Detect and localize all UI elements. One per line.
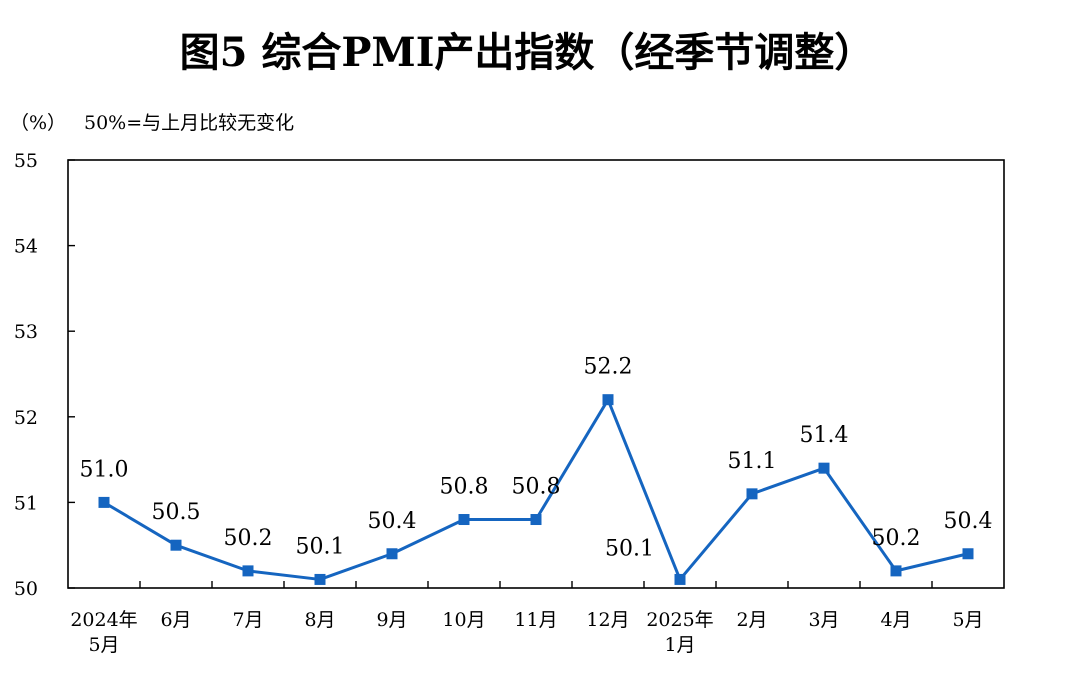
data-label: 50.4 xyxy=(944,509,993,534)
data-point xyxy=(890,565,902,577)
data-point xyxy=(530,514,542,526)
data-label: 51.0 xyxy=(80,457,129,482)
x-tick-label: 7月 xyxy=(232,609,263,631)
x-tick-label: 2月 xyxy=(736,609,767,631)
data-label: 50.8 xyxy=(440,475,489,500)
series-layer xyxy=(98,394,974,585)
x-axis: 2024年 5月 6月 7月 8月 9月 10月 11月 12月 2025年 1月 2月 3月 4月 5月 xyxy=(70,581,984,656)
y-axis-unit: （%） xyxy=(10,112,66,134)
data-point xyxy=(98,496,110,508)
data-point xyxy=(962,548,974,560)
data-point xyxy=(170,539,182,551)
data-point xyxy=(242,565,254,577)
data-point xyxy=(386,548,398,560)
data-point xyxy=(746,488,758,500)
data-label: 50.8 xyxy=(512,475,561,500)
data-label: 51.4 xyxy=(800,423,849,448)
data-labels: 51.0 50.5 50.2 50.1 50.4 50.8 50.8 52.2 50.1 51.1… xyxy=(80,355,993,562)
chart-title: 图5 综合PMI产出指数（经季节调整） xyxy=(180,29,875,76)
x-tick-label: 8月 xyxy=(304,609,335,631)
data-point xyxy=(458,514,470,526)
chart-note: 50%=与上月比较无变化 xyxy=(84,112,294,134)
x-tick-label: 5月 xyxy=(952,609,983,631)
data-point xyxy=(674,573,686,585)
data-label: 50.2 xyxy=(872,526,921,551)
y-tick-label: 52 xyxy=(14,407,38,429)
x-tick-label: 12月 xyxy=(586,609,629,631)
x-tick-label: 6月 xyxy=(160,609,191,631)
data-label: 50.4 xyxy=(368,509,417,534)
y-tick-label: 54 xyxy=(14,236,38,258)
x-tick-label: 11月 xyxy=(514,609,557,631)
x-tick-label: 2025年 xyxy=(646,609,713,631)
data-label: 50.5 xyxy=(152,500,201,525)
x-tick-label: 3月 xyxy=(808,609,839,631)
x-tick-label: 2024年 xyxy=(70,609,137,631)
x-tick-label: 1月 xyxy=(664,634,695,656)
x-tick-label: 10月 xyxy=(442,609,485,631)
y-tick-label: 50 xyxy=(14,578,38,600)
x-tick-label: 9月 xyxy=(376,609,407,631)
data-label: 52.2 xyxy=(584,355,633,380)
x-tick-label: 4月 xyxy=(880,609,911,631)
data-point xyxy=(314,573,326,585)
y-tick-label: 55 xyxy=(14,150,38,172)
data-point xyxy=(602,394,614,406)
data-label: 50.1 xyxy=(605,536,654,561)
data-label: 50.1 xyxy=(296,534,345,559)
y-tick-label: 51 xyxy=(14,492,38,514)
x-tick-label: 5月 xyxy=(88,634,119,656)
data-label: 50.2 xyxy=(224,526,273,551)
data-label: 51.1 xyxy=(728,449,777,474)
plot-frame xyxy=(67,159,1005,589)
y-tick-label: 53 xyxy=(14,321,38,343)
data-point xyxy=(818,462,830,474)
y-axis: 50 51 52 53 54 55 xyxy=(14,150,75,600)
